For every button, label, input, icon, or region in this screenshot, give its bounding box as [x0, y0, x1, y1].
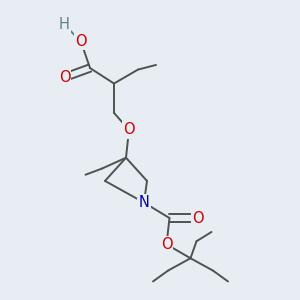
Text: O: O — [75, 34, 87, 49]
Text: H: H — [59, 17, 70, 32]
Text: O: O — [161, 237, 172, 252]
Text: O: O — [192, 211, 204, 226]
Text: O: O — [59, 70, 70, 85]
Text: N: N — [139, 195, 149, 210]
Text: O: O — [123, 122, 135, 137]
